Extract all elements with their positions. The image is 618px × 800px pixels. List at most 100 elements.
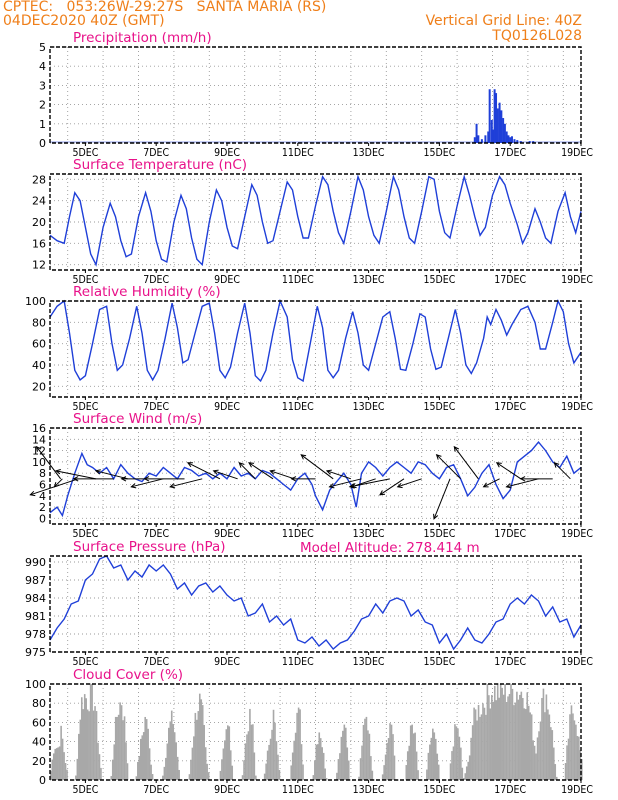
cloud-bar (389, 723, 391, 780)
y-tick-label: 2 (39, 501, 46, 514)
cloud-bar (325, 778, 328, 780)
cloud-bar (125, 742, 127, 780)
wind-arrow (433, 478, 451, 520)
y-tick-label: 0 (39, 137, 46, 150)
precip-bar (509, 137, 512, 143)
wind-arrowhead (396, 482, 403, 489)
cloud-bar (544, 712, 546, 780)
header-grid-line: Vertical Grid Line: 40Z (425, 13, 582, 29)
wind-arrowhead (519, 476, 526, 482)
cloud-bar (58, 746, 61, 780)
y-tick-label: 990 (25, 556, 46, 569)
cloud-bar (221, 759, 223, 780)
cloud-bar (111, 759, 114, 780)
wind-arrow (453, 446, 479, 480)
cloud-bar (141, 735, 144, 780)
cloud-bar (190, 759, 192, 780)
cloud-bar (578, 736, 580, 780)
x-tick-label: 9DEC (214, 147, 240, 159)
cloud-bar (526, 692, 529, 780)
cloud-bar (120, 705, 123, 780)
cloud-bar (547, 709, 549, 780)
x-tick-label: 19DEC (561, 656, 593, 668)
cloud-bar (367, 730, 369, 780)
precip-bar (473, 137, 476, 143)
cloud-bar (581, 759, 583, 780)
cloud-bar (342, 730, 344, 780)
precip-bar (505, 131, 508, 143)
cloud-bar (207, 772, 210, 780)
x-tick-label: 17DEC (494, 274, 526, 286)
cloud-bar (433, 732, 436, 780)
cloud-bar (176, 756, 179, 780)
wind-arrow (329, 478, 362, 488)
y-tick-label: 8 (39, 467, 46, 480)
x-tick-label: 7DEC (143, 784, 169, 796)
series-line-pressure (49, 555, 582, 651)
y-tick-label: 100 (25, 678, 46, 691)
cloud-bar (296, 712, 298, 780)
panel-frame (49, 46, 582, 144)
y-tick-label: 60 (32, 716, 46, 729)
cloud-bar (61, 738, 64, 780)
cloud-bar (148, 748, 151, 780)
wind-arrowhead (290, 476, 297, 482)
cloud-bar (319, 738, 322, 780)
x-tick-label: 7DEC (143, 274, 169, 286)
x-tick-label: 19DEC (561, 401, 593, 413)
x-tick-label: 17DEC (494, 784, 526, 796)
cloud-bar (66, 769, 68, 780)
cloud-bar (86, 709, 89, 780)
x-tick-label: 11DEC (282, 784, 314, 796)
cloud-bar (278, 770, 281, 780)
wind-arrowhead (505, 483, 512, 489)
cloud-bar (122, 720, 124, 780)
x-tick-label: 11DEC (282, 528, 314, 540)
cloud-bar (117, 714, 120, 780)
panel-title-wind: Surface Wind (m/s) (73, 411, 202, 427)
cloud-bar (150, 764, 152, 780)
cloud-bar (250, 724, 253, 780)
cloud-bar (83, 694, 86, 780)
cloud-bar (316, 744, 319, 780)
cloud-bar (365, 716, 368, 780)
cloud-bar (269, 738, 272, 780)
cloud-bar (412, 733, 415, 780)
x-tick-label: 5DEC (72, 147, 98, 159)
cloud-bar (322, 752, 325, 780)
cloud-bar (524, 709, 527, 780)
y-tick-label: 12 (32, 445, 46, 458)
cloud-bar (426, 769, 428, 780)
precip-bar (496, 108, 499, 143)
x-tick-label: 19DEC (561, 784, 593, 796)
cloud-bar (492, 701, 495, 780)
cloud-bar (477, 704, 480, 780)
x-tick-label: 15DEC (423, 401, 455, 413)
cloud-bar (291, 752, 294, 780)
cloud-bar (265, 763, 267, 780)
panel-title-precipitation: Precipitation (mm/h) (73, 30, 212, 46)
x-tick-label: 5DEC (72, 784, 98, 796)
wind-arrowhead (238, 462, 245, 468)
wind-arrowhead (186, 462, 193, 468)
y-tick-label: 16 (32, 422, 46, 435)
x-tick-label: 7DEC (143, 656, 169, 668)
cloud-bar (50, 771, 52, 780)
cloud-bar (467, 761, 470, 780)
wind-arrowhead (169, 483, 176, 489)
cloud-bar (228, 726, 231, 780)
cloud-bar (337, 759, 340, 780)
cloud-bar (139, 738, 142, 780)
y-tick-label: 20 (32, 380, 46, 393)
cloud-bar (408, 745, 411, 780)
cloud-bar (79, 719, 82, 780)
cloud-bar (178, 769, 180, 780)
y-tick-label: 80 (32, 316, 46, 329)
cloud-bar (119, 702, 121, 780)
x-tick-label: 17DEC (494, 528, 526, 540)
wind-arrowhead (379, 490, 386, 496)
cloud-bar (390, 724, 393, 780)
cloud-bar (517, 699, 520, 780)
panel-temperature: Surface Temperature (nC) 12 16 20 24 28 5DEC 7D… (32, 157, 593, 286)
cloud-bar (411, 724, 413, 780)
